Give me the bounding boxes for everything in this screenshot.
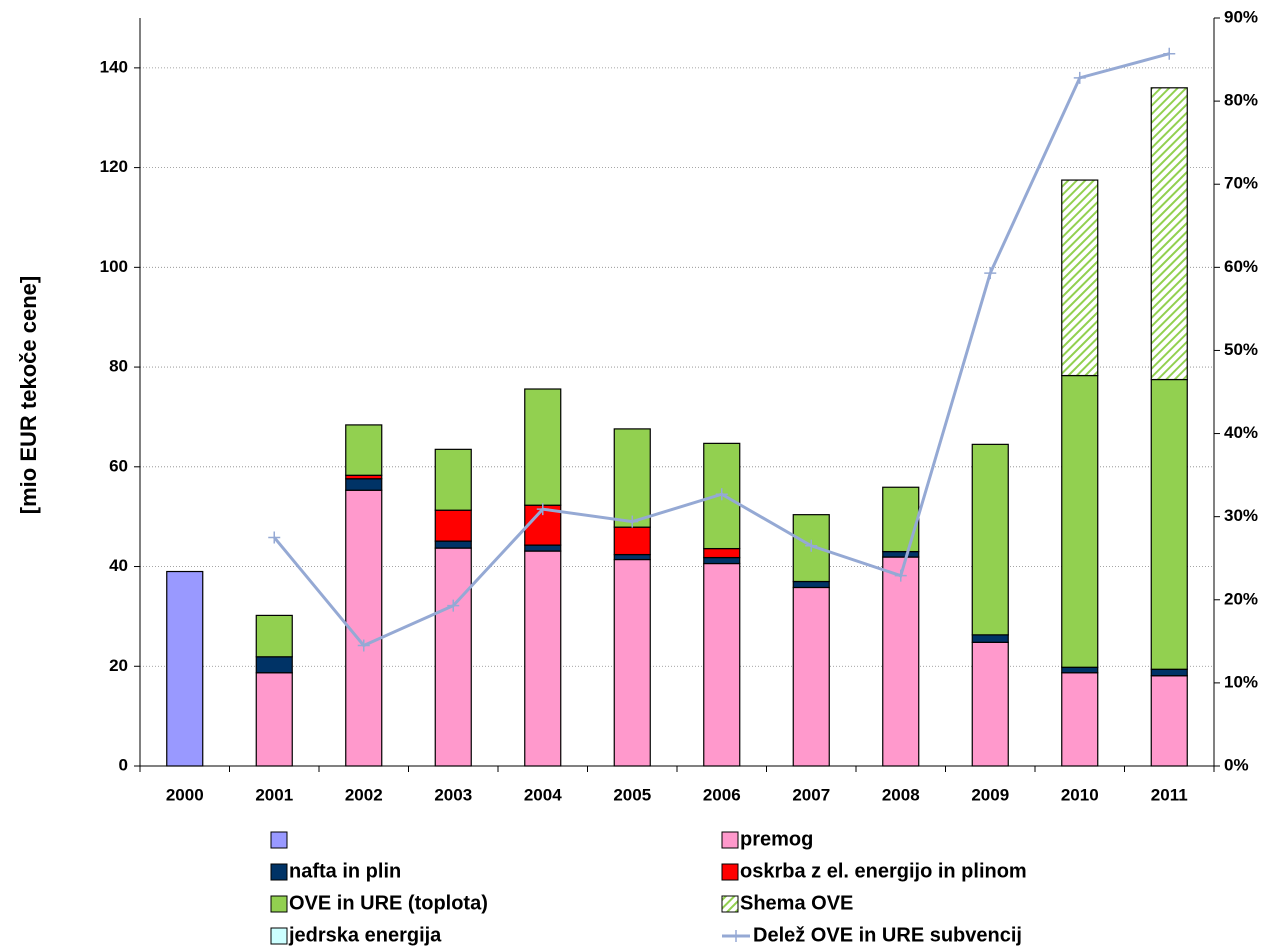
x-tick-label: 2005 [613, 785, 651, 804]
bar-segment [703, 562, 741, 767]
y2-tick-label: 50% [1224, 340, 1258, 359]
y-tick-label: 60 [109, 456, 128, 475]
legend-label: premog [740, 828, 813, 850]
y2-tick-label: 70% [1224, 174, 1258, 193]
y2-tick-label: 30% [1224, 506, 1258, 525]
legend-label: Shema OVE [740, 892, 853, 914]
y-tick-label: 80 [109, 357, 128, 376]
legend-swatch [270, 927, 288, 945]
y2-tick-label: 20% [1224, 589, 1258, 608]
y-tick-label: 20 [109, 656, 128, 675]
bar-segment [613, 526, 651, 556]
bar-segment [524, 550, 562, 767]
bar-segment [613, 558, 651, 767]
bar-segment [1150, 668, 1188, 677]
y2-tick-label: 0% [1224, 755, 1249, 774]
legend-swatch [721, 863, 739, 881]
y-tick-label: 100 [100, 257, 128, 276]
bar-segment [703, 556, 741, 565]
x-tick-label: 2002 [345, 785, 383, 804]
y-tick-label: 0 [119, 755, 128, 774]
legend-label: nafta in plin [289, 860, 401, 882]
bar-segment [524, 388, 562, 506]
y-axis-label: [mio EUR tekoče cene] [16, 276, 41, 514]
bar-segment [703, 547, 741, 559]
legend-swatch [721, 831, 739, 849]
y2-tick-label: 40% [1224, 423, 1258, 442]
y-tick-label: 120 [100, 157, 128, 176]
line-marker [626, 515, 639, 528]
legend-label: jedrska energija [288, 924, 442, 946]
bar-segment [1061, 666, 1099, 674]
line-marker [894, 569, 907, 582]
x-tick-label: 2000 [166, 785, 204, 804]
bar-segment [1150, 87, 1188, 381]
bar-segment [434, 509, 472, 542]
y2-tick-label: 90% [1224, 7, 1258, 26]
legend-label: Delež OVE in URE subvencij [753, 924, 1022, 946]
line-marker [447, 599, 460, 612]
legend-swatch [270, 863, 288, 881]
bar-segment [1061, 179, 1099, 377]
bar-segment [882, 486, 920, 553]
bar-segment [434, 448, 472, 511]
line-marker [805, 539, 818, 552]
y-tick-label: 40 [109, 556, 128, 575]
bar-segment [971, 634, 1009, 643]
bar-segment [345, 489, 383, 767]
line-marker [357, 639, 370, 652]
y2-tick-label: 60% [1224, 257, 1258, 276]
bar-segment [345, 424, 383, 476]
bar-segment [613, 553, 651, 561]
line-marker [1163, 47, 1176, 60]
line-marker [984, 267, 997, 280]
bar-segment [1150, 378, 1188, 670]
bar-segment [792, 586, 830, 767]
x-tick-label: 2001 [255, 785, 293, 804]
x-tick-label: 2006 [703, 785, 741, 804]
y2-tick-label: 80% [1224, 91, 1258, 110]
x-tick-label: 2004 [524, 785, 562, 804]
bar-segment [166, 570, 204, 767]
bar-segment [1150, 675, 1188, 767]
bar-segment [971, 443, 1009, 636]
legend-label: OVE in URE (toplota) [289, 892, 488, 914]
x-tick-label: 2007 [792, 785, 830, 804]
bar-segment [882, 556, 920, 767]
bar-segment [434, 547, 472, 767]
x-tick-label: 2010 [1061, 785, 1099, 804]
y-tick-label: 140 [100, 57, 128, 76]
bar-segment [255, 614, 293, 658]
legend-swatch [270, 895, 288, 913]
x-tick-label: 2003 [434, 785, 472, 804]
line-marker [715, 488, 728, 501]
bar-segment [792, 580, 830, 589]
bar-segment [1061, 672, 1099, 767]
line-marker [1073, 71, 1086, 84]
bar-segment [345, 478, 383, 491]
bar-segment [613, 428, 651, 528]
x-tick-label: 2008 [882, 785, 920, 804]
bar-segment [255, 656, 293, 674]
legend-label: oskrba z el. energijo in plinom [740, 860, 1027, 882]
line-marker [536, 503, 549, 516]
bar-segment [434, 540, 472, 549]
legend-swatch [270, 831, 288, 849]
x-tick-label: 2011 [1151, 785, 1188, 804]
bar-segment [524, 544, 562, 552]
bar-segment [1061, 374, 1099, 668]
bar-segment [971, 641, 1009, 767]
legend-swatch [721, 895, 739, 913]
y2-tick-label: 10% [1224, 672, 1258, 691]
bar-segment [255, 672, 293, 767]
x-tick-label: 2009 [971, 785, 1009, 804]
bar-segment [882, 550, 920, 558]
line-marker [268, 531, 281, 544]
